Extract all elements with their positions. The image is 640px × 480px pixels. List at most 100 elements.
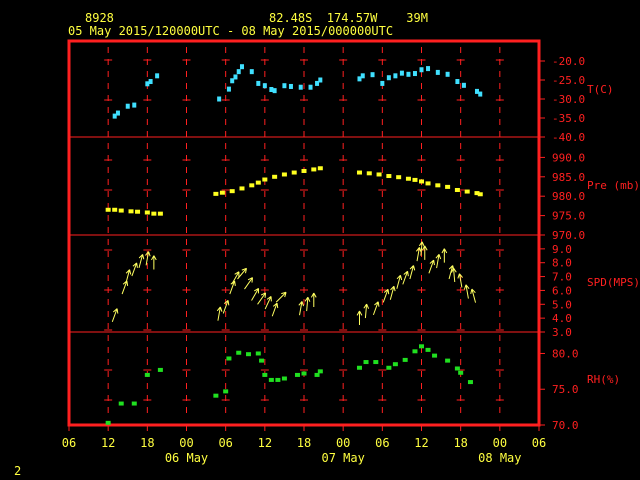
temperature-point [357,76,362,82]
temperature-point [406,71,411,77]
y-tick-label: 80.0 [552,347,579,360]
y-tick-label: -35.0 [552,112,585,125]
rh-point [262,372,268,377]
rh-point [226,356,232,361]
page-number: 2 [14,464,22,478]
wind-arrow [372,301,380,316]
rh-point [157,367,163,372]
temperature-point [132,102,137,108]
rh-point [294,372,300,377]
wind-arrow [237,267,247,280]
pressure-point [477,192,483,197]
pressure-point [445,184,451,189]
pressure-point [435,183,441,188]
temperature-point [393,73,398,79]
y-tick-label: -20.0 [552,55,585,68]
pressure-point [317,166,323,171]
rh-point [144,372,150,377]
temperature-point [360,73,365,79]
wind-arrow [457,273,463,288]
x-tick-label: 18 [140,436,154,450]
pressure-point [474,191,480,196]
wind-arrow [356,310,363,325]
date-label: 07 May [321,451,364,465]
wind-arrow [389,285,396,300]
temperature-point [282,83,287,89]
temperature-point [230,78,235,84]
wind-arrow [415,247,422,262]
rh-point [317,369,323,374]
rh-point [105,420,111,425]
temperature-point [298,84,303,90]
wind-arrow [396,274,403,289]
pressure-point [412,177,418,182]
rh-point [268,377,274,382]
y-tick-label: 975.0 [552,210,585,223]
wind-arrow [402,270,409,285]
station-id: 8928 [85,11,114,25]
temperature-point [370,72,375,78]
pressure-point [281,172,287,177]
wind-arrow [271,302,279,317]
x-tick-label: 12 [414,436,428,450]
pressure-point [249,183,255,188]
rh-point [246,352,252,357]
temperature-point [308,84,313,90]
pressure-point [262,177,268,182]
y-tick-label: 7.0 [552,271,572,284]
rh-point [454,366,460,371]
x-tick-label: 06 [532,436,546,450]
rh-point [236,350,242,355]
pressure-point [366,171,372,176]
pressure-point [454,187,460,192]
x-tick-label: 06 [218,436,232,450]
axis-label: RH(%) [587,373,620,386]
x-tick-label: 06 [375,436,389,450]
wind-arrow [421,245,428,260]
x-tick-label: 18 [453,436,467,450]
pressure-point [144,210,150,215]
y-tick-label: 5.0 [552,298,572,311]
rh-point [281,376,287,381]
wind-arrow [145,251,151,266]
temperature-point [262,83,267,89]
rh-point [118,401,124,406]
y-tick-label: 970.0 [552,229,585,242]
rh-point [432,353,438,358]
wind-arrow [304,296,311,312]
y-tick-label: -40.0 [552,131,585,144]
temperature-point [217,96,222,102]
x-tick-label: 12 [101,436,115,450]
pressure-point [272,174,278,179]
temperature-point [272,88,277,94]
wind-arrow [409,265,416,280]
time-period: 05 May 2015/120000UTC - 08 May 2015/0000… [68,24,394,38]
y-tick-label: 6.0 [552,284,572,297]
y-tick-label: 70.0 [552,419,579,432]
temperature-point [145,81,150,87]
rh-point [275,377,281,382]
temperature-point [474,88,479,94]
x-tick-label: 06 [62,436,76,450]
temperature-point [249,69,254,75]
rh-point [458,370,464,375]
rh-point [425,347,431,352]
temperature-point [380,80,385,86]
wind-arrow [251,287,260,301]
temperature-point [318,77,323,83]
temperature-point [315,80,320,86]
wind-arrow [244,277,254,290]
rh-point [419,344,424,349]
y-tick-label: 4.0 [552,312,572,325]
pressure-point [386,174,392,179]
rh-point [373,360,379,365]
wind-arrow [222,299,230,314]
wind-arrow [310,292,317,307]
temperature-point [256,80,261,86]
rh-point [131,401,137,406]
temperature-point [412,71,417,77]
pressure-point [151,211,157,216]
wind-arrow [275,291,287,303]
pressure-point [255,180,261,185]
pressure-point [425,181,431,186]
